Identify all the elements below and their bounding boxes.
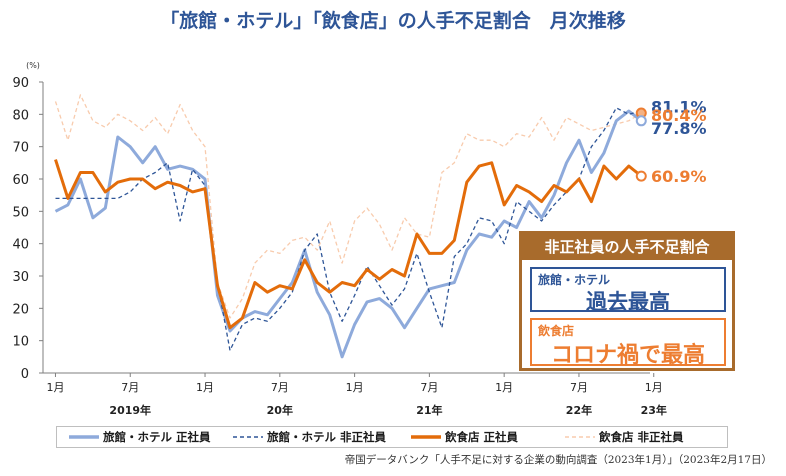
legend-swatch-food-nonregular xyxy=(565,436,595,438)
food-annotation-text: コロナ禍で最高 xyxy=(550,343,705,368)
y-tick-label: 90 xyxy=(12,76,29,91)
x-year-label: 20年 xyxy=(267,403,293,417)
x-year-label: 21年 xyxy=(416,403,442,417)
legend-label: 旅館・ホテル 正社員 xyxy=(103,430,211,444)
legend: 旅館・ホテル 正社員 旅館・ホテル 非正社員 飲食店 正社員 飲食店 非正社員 xyxy=(56,426,728,448)
legend-item-hotel-nonregular: 旅館・ホテル 非正社員 xyxy=(233,429,386,445)
legend-label: 飲食店 正社員 xyxy=(445,430,519,444)
hotel-annotation-panel: 旅館・ホテル 過去最高 xyxy=(530,267,726,314)
legend-item-hotel-regular: 旅館・ホテル 正社員 xyxy=(69,429,211,445)
x-tick-label: 1月 xyxy=(46,381,64,394)
y-tick-label: 70 xyxy=(12,141,29,156)
end-label-food-nonregular: 80.4% xyxy=(651,106,707,125)
x-tick-label: 7月 xyxy=(121,381,139,394)
end-label-hotel-regular: 77.8% xyxy=(651,119,707,138)
x-tick-label: 7月 xyxy=(420,381,438,394)
end-label-food-regular: 60.9% xyxy=(651,167,707,186)
end-marker-food-regular xyxy=(635,170,647,182)
x-tick-label: 1月 xyxy=(196,381,214,394)
axes: (%) 0 10 20 30 40 50 60 70 80 90 1月 7月 1月 7月 1月 7月 1月 7月 1月… xyxy=(12,61,666,417)
legend-swatch-hotel-nonregular xyxy=(233,436,263,438)
legend-swatch-food-regular xyxy=(411,435,441,439)
y-tick-label: 50 xyxy=(12,205,29,220)
legend-item-food-nonregular: 飲食店 非正社員 xyxy=(565,429,684,445)
end-label-hotel-nonregular: 81.1% xyxy=(651,97,707,116)
series-line-hotel-nonregular xyxy=(55,107,642,352)
y-tick-label: 40 xyxy=(12,238,29,253)
legend-swatch-hotel-regular xyxy=(69,435,99,439)
legend-label: 飲食店 非正社員 xyxy=(599,430,684,444)
end-markers: 81.1%80.4%77.8% 60.9% xyxy=(635,97,707,186)
source-note: 帝国データバンク「人手不足に対する企業の動向調査（2023年1月）」（2023年… xyxy=(344,454,772,466)
end-marker-hotel-regular xyxy=(635,115,647,127)
x-year-label: 22年 xyxy=(566,403,592,417)
hotel-annotation-label: 旅館・ホテル xyxy=(538,273,611,287)
series-line-hotel-regular xyxy=(54,109,643,359)
y-tick-label: 10 xyxy=(12,335,29,350)
chart-title: 「旅館・ホテル」「飲食店」の人手不足割合 月次推移 xyxy=(160,10,626,32)
y-tick-label: 30 xyxy=(12,270,29,285)
legend-label: 旅館・ホテル 非正社員 xyxy=(267,430,387,444)
x-year-label: 2019年 xyxy=(109,403,151,417)
y-tick-label: 60 xyxy=(12,173,29,188)
x-year-label: 23年 xyxy=(641,403,667,417)
series-line-food-nonregular xyxy=(54,94,642,319)
legend-item-food-regular: 飲食店 正社員 xyxy=(411,429,518,445)
annotation-box: 非正社員の人手不足割合 旅館・ホテル 過去最高 飲食店 コロナ禍で最高 xyxy=(519,231,735,371)
y-axis-unit: (%) xyxy=(26,61,40,70)
x-tick-label: 7月 xyxy=(271,381,289,394)
food-annotation-panel: 飲食店 コロナ禍で最高 xyxy=(530,318,726,368)
y-tick-label: 20 xyxy=(12,302,29,317)
y-tick-label: 0 xyxy=(21,367,29,382)
x-tick-label: 1月 xyxy=(495,381,513,394)
series-lines xyxy=(54,94,643,359)
x-tick-label: 7月 xyxy=(570,381,588,394)
series-line-food-regular xyxy=(54,159,643,330)
hotel-annotation-text: 過去最高 xyxy=(586,290,670,314)
y-tick-label: 80 xyxy=(12,108,29,123)
x-tick-label: 1月 xyxy=(645,381,663,394)
food-annotation-label: 飲食店 xyxy=(538,324,575,338)
x-tick-label: 1月 xyxy=(346,381,364,394)
annotation-heading: 非正社員の人手不足割合 xyxy=(522,234,732,260)
